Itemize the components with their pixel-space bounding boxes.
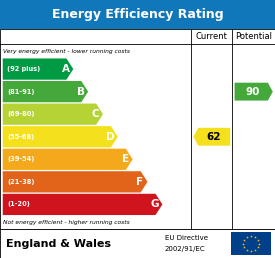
Text: 2002/91/EC: 2002/91/EC bbox=[165, 246, 206, 252]
Text: EU Directive: EU Directive bbox=[165, 235, 208, 241]
Text: Current: Current bbox=[196, 32, 228, 41]
Polygon shape bbox=[3, 59, 73, 80]
Bar bbox=[0, 229, 275, 258]
Polygon shape bbox=[3, 149, 133, 170]
Text: (81-91): (81-91) bbox=[7, 89, 34, 95]
Text: (39-54): (39-54) bbox=[7, 156, 34, 162]
Text: Potential: Potential bbox=[235, 32, 272, 41]
Text: 62: 62 bbox=[207, 132, 221, 142]
Text: F: F bbox=[136, 177, 144, 187]
Bar bbox=[0, 0, 275, 29]
Polygon shape bbox=[193, 128, 230, 146]
Polygon shape bbox=[3, 171, 147, 192]
Text: Energy Efficiency Rating: Energy Efficiency Rating bbox=[52, 8, 223, 21]
Text: England & Wales: England & Wales bbox=[6, 239, 111, 248]
Polygon shape bbox=[3, 126, 118, 147]
Polygon shape bbox=[3, 194, 162, 215]
Text: E: E bbox=[122, 154, 129, 164]
Text: 90: 90 bbox=[245, 87, 260, 97]
Polygon shape bbox=[3, 103, 103, 125]
Polygon shape bbox=[3, 81, 88, 102]
Bar bbox=[231, 232, 271, 255]
Text: (55-68): (55-68) bbox=[7, 134, 34, 140]
Text: D: D bbox=[106, 132, 115, 142]
Text: Very energy efficient - lower running costs: Very energy efficient - lower running co… bbox=[3, 49, 130, 54]
Bar bbox=[0, 29, 275, 229]
Text: Not energy efficient - higher running costs: Not energy efficient - higher running co… bbox=[3, 220, 130, 225]
Text: (69-80): (69-80) bbox=[7, 111, 34, 117]
Text: (92 plus): (92 plus) bbox=[7, 66, 40, 72]
Text: (21-38): (21-38) bbox=[7, 179, 34, 185]
Text: G: G bbox=[151, 199, 159, 209]
Text: C: C bbox=[92, 109, 99, 119]
Text: (1-20): (1-20) bbox=[7, 201, 30, 207]
Polygon shape bbox=[235, 83, 273, 101]
Text: B: B bbox=[76, 87, 85, 97]
Text: A: A bbox=[62, 64, 70, 74]
